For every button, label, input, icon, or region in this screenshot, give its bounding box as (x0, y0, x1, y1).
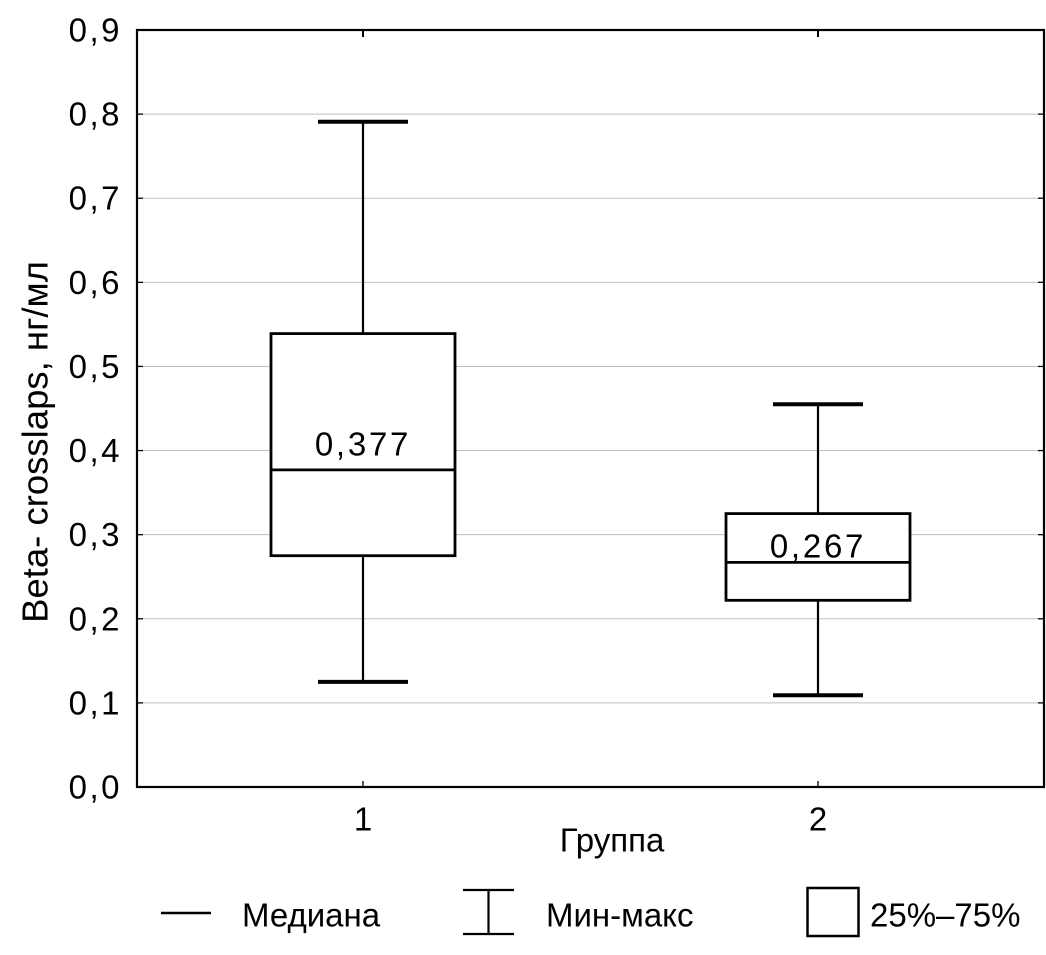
svg-text:0,4: 0,4 (69, 432, 122, 469)
svg-text:0,267: 0,267 (770, 528, 866, 565)
svg-text:0,5: 0,5 (69, 348, 122, 385)
svg-text:Мин-макс: Мин-макс (546, 897, 694, 934)
svg-text:0,1: 0,1 (69, 684, 122, 721)
svg-text:Группа: Группа (560, 822, 665, 859)
svg-text:0,377: 0,377 (315, 426, 411, 463)
svg-text:0,9: 0,9 (69, 12, 122, 49)
svg-text:0,0: 0,0 (69, 769, 122, 806)
svg-text:25%–75%: 25%–75% (870, 897, 1020, 934)
svg-text:0,7: 0,7 (69, 180, 122, 217)
svg-text:2: 2 (809, 801, 827, 838)
svg-text:Beta- crosslaps, нг/мл: Beta- crosslaps, нг/мл (15, 261, 56, 623)
svg-text:0,8: 0,8 (69, 96, 122, 133)
svg-text:0,2: 0,2 (69, 600, 122, 637)
svg-text:0,3: 0,3 (69, 516, 122, 553)
svg-text:Медиана: Медиана (242, 897, 381, 934)
svg-text:1: 1 (354, 801, 372, 838)
svg-text:0,6: 0,6 (69, 264, 122, 301)
